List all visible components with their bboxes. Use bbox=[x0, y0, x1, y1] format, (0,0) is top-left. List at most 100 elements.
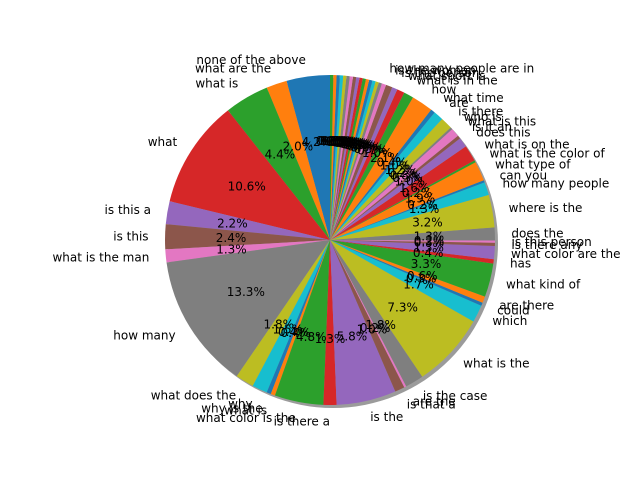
pie-category-label: is the case bbox=[423, 389, 488, 403]
pie-slice bbox=[330, 127, 453, 240]
pie-percent-label: 0.2% bbox=[388, 166, 419, 180]
pie-percent-label: 0.3% bbox=[335, 136, 366, 150]
pie-slice bbox=[330, 112, 443, 240]
pie-percent-label: 1.5% bbox=[273, 323, 304, 337]
pie-category-label: is the person bbox=[401, 66, 479, 80]
pie-category-label: what type of bbox=[495, 157, 571, 171]
pie-percent-label: 1.3% bbox=[409, 202, 440, 216]
pie-percent-label: 0.3% bbox=[330, 135, 361, 149]
pie-percent-label: 0.7% bbox=[357, 144, 388, 158]
pie-category-label: is there any bbox=[511, 238, 582, 252]
pie-category-label: are bbox=[449, 96, 468, 110]
pie-percent-label: 0.8% bbox=[390, 168, 421, 182]
pie-slice bbox=[330, 109, 435, 241]
pie-slice bbox=[330, 77, 360, 240]
pie-slice bbox=[266, 240, 330, 395]
pie-percent-label: 0.5% bbox=[354, 142, 385, 156]
pie-slice bbox=[323, 240, 337, 405]
pie-slice bbox=[330, 240, 495, 247]
pie-category-label: how many people are in bbox=[389, 62, 534, 76]
pie-slice bbox=[330, 75, 344, 240]
pie-slice bbox=[330, 240, 483, 306]
pie-percent-label: 0.3% bbox=[337, 137, 368, 151]
pie-slice bbox=[266, 80, 330, 241]
pie-slice bbox=[330, 160, 476, 240]
pie-percent-label: 1.6% bbox=[399, 181, 430, 195]
pie-percent-label: 0.4% bbox=[347, 139, 378, 153]
pie-slice bbox=[274, 240, 330, 405]
pie-category-label: what is the color of bbox=[490, 146, 606, 160]
pie-category-label: is the woman bbox=[395, 64, 476, 78]
pie-percent-label: 1.3% bbox=[216, 243, 247, 257]
pie-slice bbox=[330, 77, 363, 240]
pie-percent-label: 2.1% bbox=[370, 151, 401, 165]
pie-percent-label: 0.4% bbox=[278, 325, 309, 339]
pie-percent-label: 1.0% bbox=[357, 323, 388, 337]
pie-category-label: are there bbox=[499, 299, 554, 313]
pie-slice bbox=[286, 75, 330, 240]
pie-percent-label: 0.4% bbox=[280, 326, 311, 340]
pie-percent-label: 0.3% bbox=[345, 139, 376, 153]
pie-category-label: what is the bbox=[463, 356, 529, 370]
pie-slice bbox=[330, 83, 387, 240]
pie-percent-label: 0.3% bbox=[328, 135, 359, 149]
pie-category-label: who is bbox=[464, 110, 502, 124]
pie-category-label: what is the man bbox=[52, 251, 149, 265]
pie-percent-label: 0.3% bbox=[333, 136, 364, 150]
pie-percent-label: 0.2% bbox=[360, 321, 391, 335]
pie-percent-label: 0.2% bbox=[407, 198, 438, 212]
pie-slice bbox=[330, 92, 413, 240]
pie-percent-label: 3.3% bbox=[411, 257, 442, 271]
pie-percent-label: 0.3% bbox=[316, 134, 347, 148]
pie-category-label: what are the bbox=[195, 61, 271, 75]
pie-slice bbox=[330, 240, 485, 303]
pie-slice bbox=[330, 84, 393, 241]
pie-percent-label: 0.2% bbox=[402, 186, 433, 200]
pie-category-label: what time bbox=[443, 91, 503, 105]
pie-percent-labels: 4.2%2.0%4.4%10.6%2.2%2.4%1.3%13.3%1.8%1.… bbox=[216, 134, 444, 346]
pie-percent-label: 0.3% bbox=[343, 138, 374, 152]
pie-percent-label: 0.3% bbox=[339, 137, 370, 151]
pie-percent-label: 0.3% bbox=[341, 138, 372, 152]
pie-slice bbox=[236, 240, 330, 386]
pie-slice bbox=[330, 89, 405, 240]
pie-category-label: what does the bbox=[151, 388, 236, 402]
pie-slice bbox=[169, 110, 330, 240]
pie-slice bbox=[330, 162, 484, 240]
pie-slice bbox=[330, 78, 370, 240]
pie-category-label: is this a bbox=[105, 203, 151, 217]
pie-slice bbox=[330, 240, 396, 405]
pie-percent-label: 1.0% bbox=[362, 146, 393, 160]
pie-category-label: what is this bbox=[468, 115, 537, 129]
pie-category-label: which bbox=[492, 314, 527, 328]
pie-percent-label: 0.6% bbox=[350, 141, 381, 155]
pie-slice bbox=[330, 240, 407, 388]
pie-percent-label: 0.3% bbox=[326, 135, 357, 149]
pie-percent-label: 1.3% bbox=[315, 332, 346, 346]
pie-percent-label: 0.4% bbox=[377, 156, 408, 170]
pie-slice bbox=[330, 76, 354, 240]
pie-slice bbox=[330, 76, 357, 240]
pie-category-label: is this person bbox=[511, 235, 591, 249]
pie-slice bbox=[330, 75, 350, 240]
pie-slice bbox=[330, 138, 466, 240]
pie-slice bbox=[330, 97, 432, 240]
pie-slice bbox=[330, 129, 458, 240]
pie-category-label: is that a bbox=[407, 397, 456, 411]
pie-percent-label: 0.3% bbox=[324, 134, 355, 148]
pie-slice bbox=[330, 80, 376, 241]
pie-slice bbox=[330, 240, 494, 297]
pie-percent-label: 1.8% bbox=[365, 318, 396, 332]
pie-category-label: are the bbox=[413, 395, 456, 409]
pie-category-label: how bbox=[432, 83, 457, 97]
pie-percent-label: 10.6% bbox=[228, 180, 266, 194]
pie-slice bbox=[330, 240, 494, 264]
pie-slice bbox=[330, 240, 495, 260]
pie-percent-label: 1.7% bbox=[403, 277, 434, 291]
pie-percent-label: 1.2% bbox=[385, 163, 416, 177]
pie-slice bbox=[330, 146, 475, 240]
pie-slice bbox=[330, 87, 398, 240]
pie-percent-label: 4.4% bbox=[265, 148, 296, 162]
pie-slice bbox=[330, 75, 340, 241]
